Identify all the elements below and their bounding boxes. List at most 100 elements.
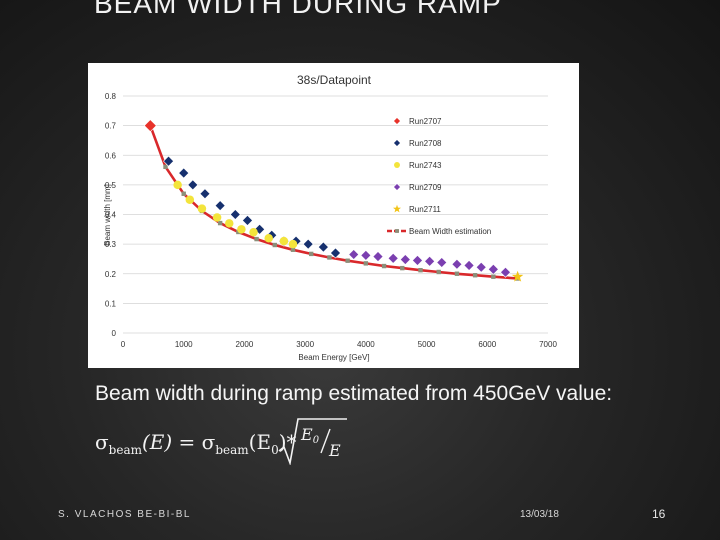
formula-sigma-rhs: σ: [202, 430, 216, 454]
y-tick-label: 0.5: [105, 181, 117, 190]
estimation-point: [254, 236, 259, 242]
estimation-point: [436, 269, 441, 275]
formula-sigma-lhs: σ: [95, 430, 109, 454]
estimation-point: [217, 220, 223, 226]
estimation-point: [418, 267, 423, 273]
estimation-point: [400, 265, 405, 271]
beam-width-chart: 38s/Datapoint Beam Energy [GeV] Beam wid…: [103, 73, 557, 362]
estimation-point: [272, 242, 277, 248]
x-tick-label: 0: [121, 340, 126, 349]
data-point-run2743: [197, 204, 207, 213]
data-point-run2708: [187, 179, 199, 191]
data-point-run2708: [199, 188, 211, 200]
data-point-run2709: [372, 251, 384, 262]
x-tick-label: 5000: [418, 340, 436, 349]
data-point-run2708: [302, 238, 314, 250]
formula-sub-lhs: beam: [109, 443, 143, 457]
data-point-run2743: [279, 236, 289, 246]
data-point-run2743: [225, 219, 234, 228]
chart-title: 38s/Datapoint: [297, 73, 372, 87]
data-point-run2709: [475, 261, 487, 273]
y-tick-label: 0.7: [105, 122, 117, 131]
svg-text:σbeam(E) = σbeam(E0)*: σbeam(E) = σbeam(E0)*: [95, 430, 297, 457]
estimation-point: [363, 261, 369, 266]
y-tick-label: 0.4: [105, 211, 117, 220]
legend-label-run2709: Run2709: [409, 183, 442, 192]
data-point-run2709: [399, 254, 411, 265]
beam-width-formula: σbeam(E) = σbeam(E0)* E0 E: [95, 418, 347, 465]
footer-date: 13/03/18: [520, 509, 559, 520]
data-point-run2709: [436, 257, 448, 268]
legend-label-run2711: Run2711: [409, 205, 441, 214]
data-point-run2743: [249, 228, 258, 237]
legend-marker-run2711: [393, 204, 401, 213]
y-tick-label: 0.1: [105, 299, 117, 308]
legend-marker-beam-width-estimation: [395, 229, 399, 233]
data-point-run2709: [487, 263, 499, 275]
formula-numerator: E: [300, 425, 313, 444]
chart-container: 38s/Datapoint Beam Energy [GeV] Beam wid…: [88, 63, 579, 368]
legend-label-run2707: Run2707: [409, 117, 442, 126]
legend-label-run2743: Run2743: [409, 161, 442, 170]
legend-marker-run2708: [393, 139, 401, 147]
x-tick-label: 1000: [175, 340, 193, 349]
data-point-run2709: [451, 258, 463, 270]
estimation-point: [309, 251, 314, 257]
fraction-slash: [320, 428, 331, 454]
footer-page-number: 16: [652, 507, 666, 521]
legend-marker-run2743: [394, 162, 400, 168]
svg-text:E0: E0: [300, 425, 320, 446]
legend-marker-run2709: [393, 183, 401, 191]
data-point-run2707: [143, 119, 157, 133]
y-axis-label: Beam width [mm]: [103, 184, 112, 246]
x-tick-label: 6000: [478, 340, 496, 349]
estimation-point: [163, 164, 168, 170]
data-point-run2743: [173, 180, 182, 190]
data-point-run2743: [237, 225, 246, 234]
legend-label-run2708: Run2708: [409, 139, 442, 148]
formula-rhs-arg: (E: [249, 430, 271, 454]
formula-rhs-arg-sub: 0: [271, 443, 279, 457]
x-tick-label: 2000: [236, 340, 254, 349]
data-point-run2708: [330, 247, 341, 259]
y-tick-label: 0.8: [105, 92, 117, 101]
data-point-run2709: [500, 266, 511, 278]
data-point-run2708: [242, 215, 253, 226]
formula-sub-rhs: beam: [215, 443, 249, 457]
data-point-run2709: [387, 252, 399, 264]
data-point-run2743: [288, 239, 298, 249]
y-tick-label: 0: [112, 329, 117, 338]
formula-denominator: E: [328, 441, 341, 460]
formula-numerator-sub: 0: [313, 435, 320, 446]
y-tick-label: 0.3: [105, 240, 117, 249]
footer-author: S. VLACHOS BE-BI-BL: [58, 509, 191, 520]
estimation-point: [290, 247, 296, 252]
data-point-run2708: [178, 167, 190, 179]
square-root-sign: [278, 418, 347, 465]
formula-lhs-arg: (E) =: [142, 430, 202, 454]
data-point-run2711: [511, 270, 524, 282]
x-axis-label: Beam Energy [GeV]: [298, 353, 369, 362]
estimation-point: [327, 255, 332, 260]
estimation-point: [381, 263, 387, 269]
estimation-point: [472, 273, 478, 278]
slide-title: BEAM WIDTH DURING RAMP: [94, 0, 502, 19]
data-point-run2709: [424, 255, 436, 267]
data-point-run2708: [229, 209, 241, 220]
estimation-point: [491, 274, 496, 279]
legend-marker-run2707: [393, 117, 401, 125]
data-point-run2709: [360, 249, 372, 261]
data-point-run2743: [185, 195, 195, 204]
data-point-run2743: [264, 233, 273, 243]
x-tick-label: 4000: [357, 340, 375, 349]
data-point-run2709: [348, 249, 360, 260]
data-point-run2708: [317, 241, 329, 253]
y-tick-label: 0.2: [105, 270, 117, 279]
legend-label-beam-width-estimation: Beam Width estimation: [409, 227, 491, 236]
y-tick-label: 0.6: [105, 151, 117, 160]
data-point-run2743: [212, 213, 222, 222]
x-tick-label: 7000: [539, 340, 557, 349]
estimation-point: [181, 191, 186, 196]
estimation-point: [454, 271, 460, 276]
data-point-run2709: [463, 260, 475, 271]
